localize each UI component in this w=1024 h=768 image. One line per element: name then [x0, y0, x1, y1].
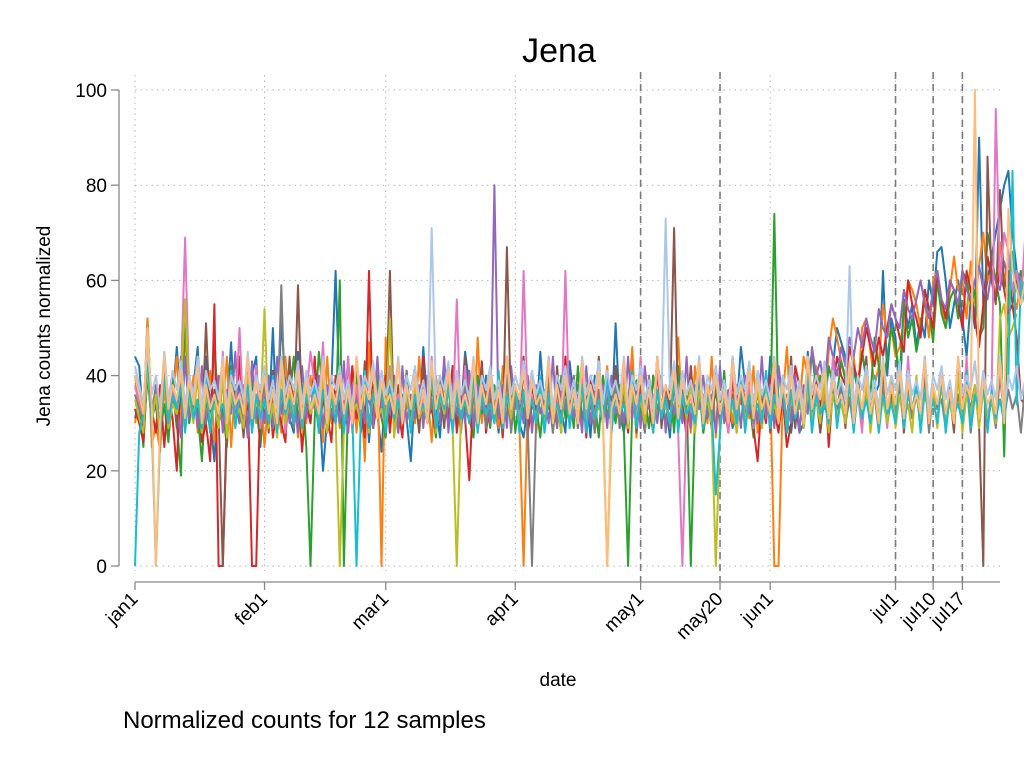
x-tick-label: feb1: [231, 589, 272, 630]
x-axis-label: date: [540, 670, 577, 691]
chart-title: Jena: [522, 32, 596, 70]
y-tick-label: 20: [86, 462, 107, 483]
x-tick-label: may1: [600, 589, 648, 637]
y-tick-label: 60: [86, 271, 107, 292]
x-tick-label: jul1: [867, 589, 903, 625]
series-line: [134, 89, 1024, 567]
y-tick-label: 0: [96, 557, 107, 578]
x-tick-label: may20: [672, 589, 727, 644]
series-lines: [134, 89, 1024, 567]
x-tick-label: jan1: [102, 589, 143, 630]
y-tick-label: 80: [86, 176, 107, 197]
x-tick-label: jun1: [737, 589, 778, 630]
x-tick-label: mar1: [348, 589, 393, 634]
x-tick-label: apr1: [481, 589, 523, 631]
chart-caption: Normalized counts for 12 samples: [123, 707, 486, 734]
y-tick-label: 100: [75, 81, 107, 102]
x-tick-label: jul17: [926, 589, 970, 633]
series-line: [134, 169, 1024, 567]
series-line: [134, 298, 1018, 567]
series-line: [134, 184, 1024, 439]
y-tick-label: 40: [86, 367, 107, 388]
y-axis-ticks: 0 20 40 60 80 100: [75, 81, 119, 578]
x-axis-ticks: jan1 feb1 mar1 apr1 may1 may20 jun1 jul1jul10ju…: [102, 582, 970, 644]
y-axis-label: Jena counts normalized: [34, 226, 55, 427]
axes: [118, 90, 1000, 583]
